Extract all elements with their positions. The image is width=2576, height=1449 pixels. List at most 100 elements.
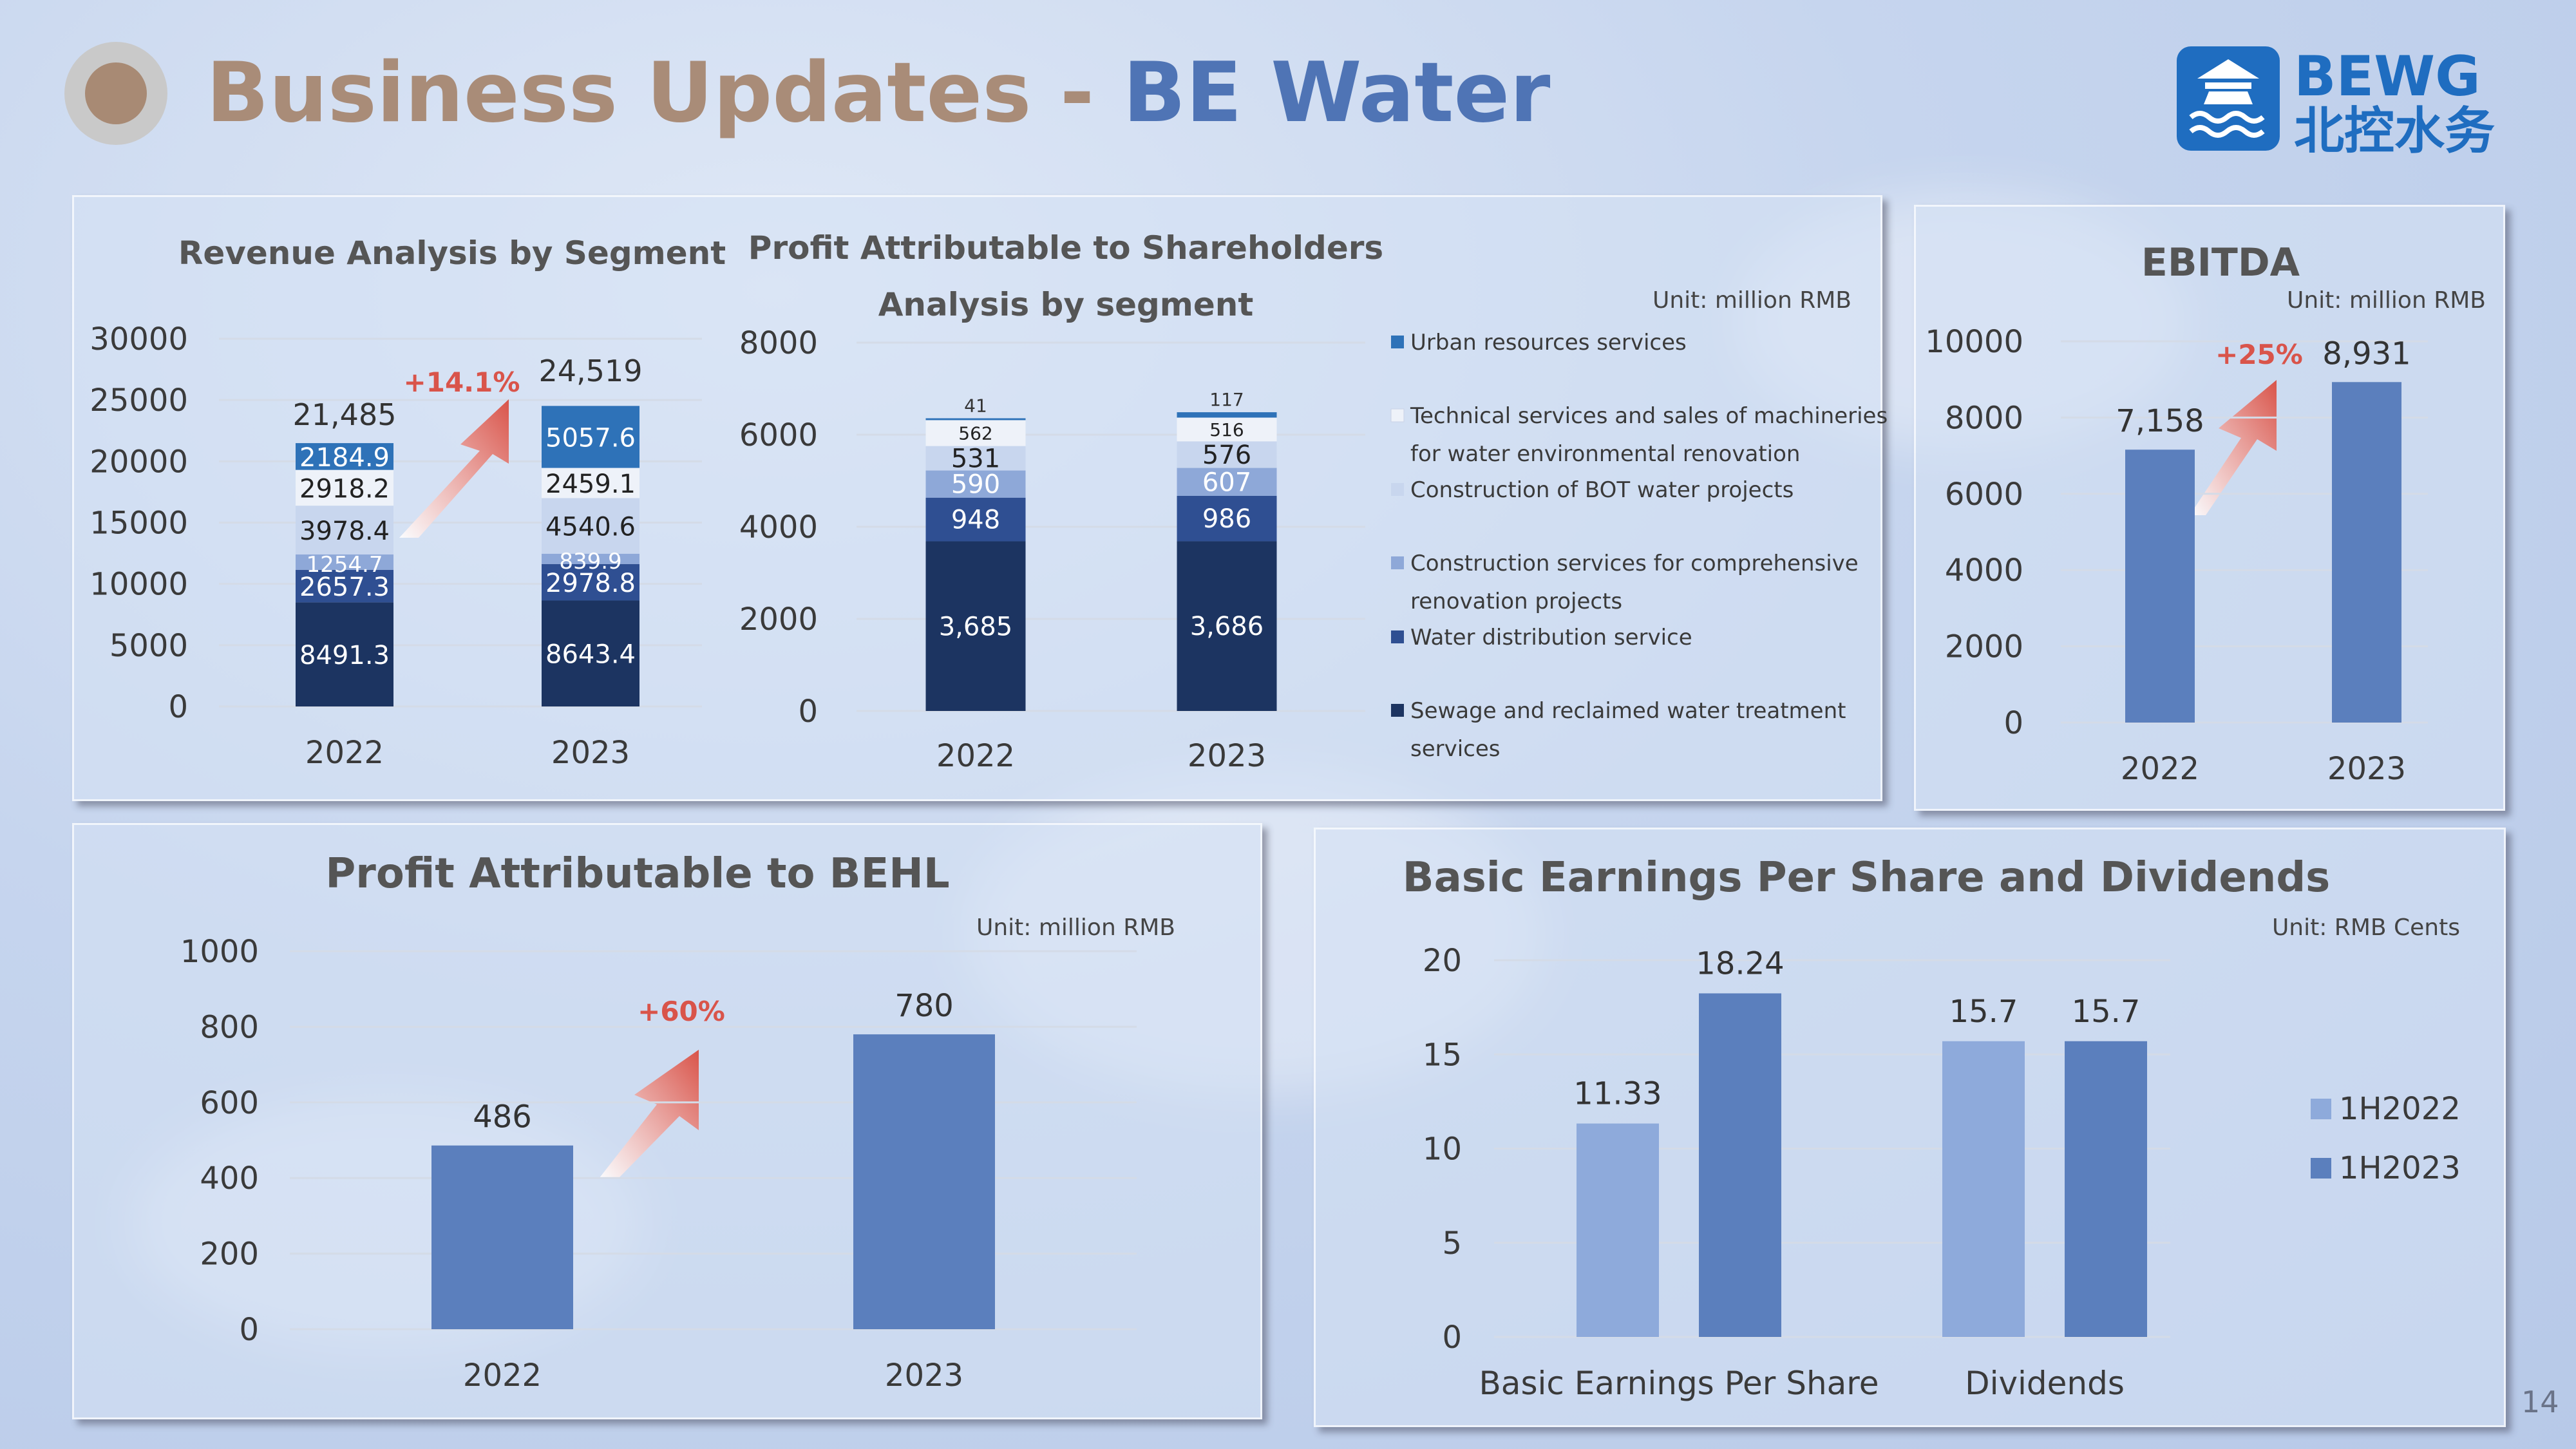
ebitda-data-label: 7,158 xyxy=(2116,403,2204,439)
profit-behl-data-label: 780 xyxy=(895,988,954,1024)
y-tick-label: 4000 xyxy=(1945,553,2023,589)
page-title-separator: - xyxy=(1031,45,1123,141)
profit-segment-data-label: 986 xyxy=(1202,504,1251,534)
x-tick-label: 2023 xyxy=(1188,738,1266,774)
profit-behl-growth-label: +60% xyxy=(638,996,725,1027)
profit-segment-data-label: 3,686 xyxy=(1190,612,1264,641)
ebitda-title: EBITDA xyxy=(2141,240,2300,285)
revenue-data-label: 3978.4 xyxy=(299,516,390,546)
growth-arrow-icon xyxy=(599,1050,699,1179)
revenue-bar-segment xyxy=(542,498,639,554)
revenue-bar-segment xyxy=(542,553,639,564)
revenue-bar-segment xyxy=(542,564,639,601)
y-tick-label: 8000 xyxy=(739,325,818,361)
x-tick-label: 2022 xyxy=(2121,751,2199,787)
panel-eps-dividends xyxy=(1314,828,2506,1427)
page-number: 14 xyxy=(2521,1385,2559,1419)
revenue-total-2022: 21,485 xyxy=(293,397,397,432)
revenue-data-label: 2978.8 xyxy=(545,569,636,598)
revenue-data-label: 2657.3 xyxy=(299,573,390,602)
y-tick-label: 10 xyxy=(1423,1132,1462,1168)
eps-dividends-data-label: 18.24 xyxy=(1696,945,1784,981)
profit-segment-data-label: 607 xyxy=(1202,468,1251,497)
y-tick-label: 30000 xyxy=(90,321,188,357)
profit-segment-bar xyxy=(925,470,1026,498)
y-tick-label: 0 xyxy=(168,689,188,725)
x-tick-label: 2022 xyxy=(936,738,1015,774)
profit-segment-bar xyxy=(1177,541,1277,711)
logo-text-cn: 北控水务 xyxy=(2294,102,2495,155)
ebitda-bar xyxy=(2125,450,2195,723)
eps-dividends-bar xyxy=(1699,993,1781,1337)
revenue-data-label: 8491.3 xyxy=(299,641,390,670)
revenue-bar-segment xyxy=(296,506,393,554)
waves-icon xyxy=(2189,111,2265,124)
profit-segment-bar xyxy=(925,420,1026,446)
x-tick-label: 2022 xyxy=(463,1358,542,1394)
eps-dividends-data-label: 11.33 xyxy=(1573,1076,1662,1112)
revenue-bar-segment xyxy=(542,468,639,498)
growth-arrow-icon xyxy=(2190,380,2277,515)
legend-swatch xyxy=(2311,1158,2331,1179)
revenue-chart: Revenue Analysis by Segment 0 5000 10000 15… xyxy=(90,234,726,771)
profit-segment-data-label: 948 xyxy=(951,506,1000,535)
logo-text-en: BEWG xyxy=(2294,45,2481,109)
revenue-bar-segment xyxy=(296,602,393,706)
y-tick-label: 0 xyxy=(798,694,818,730)
profit-segment-bar xyxy=(925,418,1026,421)
profit-segment-bar xyxy=(1177,495,1277,542)
y-tick-label: 0 xyxy=(1442,1320,1462,1356)
profit-segment-title-line1: Profit Attributable to Shareholders xyxy=(748,229,1383,267)
profit-segment-bar xyxy=(1177,468,1277,496)
y-tick-label: 10000 xyxy=(1925,324,2023,360)
legend-label: Technical services and sales of machiner… xyxy=(1410,403,1888,429)
revenue-data-label: 5057.6 xyxy=(545,423,636,453)
revenue-chart-title: Revenue Analysis by Segment xyxy=(178,234,726,272)
profit-behl-bar xyxy=(431,1145,573,1329)
revenue-bar-segment xyxy=(296,443,393,470)
eps-dividends-bar xyxy=(1577,1123,1659,1337)
x-tick-label: Dividends xyxy=(1965,1365,2125,1402)
profit-segment-title-line2: Analysis by segment xyxy=(878,286,1254,323)
profit-segment-bar xyxy=(925,541,1026,711)
growth-arrow-icon xyxy=(399,399,509,538)
profit-segment-bar xyxy=(1177,412,1277,418)
y-tick-label: 20 xyxy=(1423,943,1462,979)
y-tick-label: 5 xyxy=(1442,1226,1462,1262)
y-tick-label: 600 xyxy=(200,1085,259,1121)
ebitda-data-label: 8,931 xyxy=(2322,336,2410,372)
revenue-data-label: 2918.2 xyxy=(299,474,390,504)
revenue-total-2023: 24,519 xyxy=(539,354,643,388)
y-tick-label: 6000 xyxy=(739,417,818,453)
revenue-data-label: 2184.9 xyxy=(299,443,390,473)
profit-segment-bar xyxy=(1177,417,1277,442)
y-tick-label: 6000 xyxy=(1945,477,2023,513)
eps-dividends-unit: Unit: RMB Cents xyxy=(2272,914,2460,941)
title-bullet-icon xyxy=(64,42,167,145)
revenue-bar-segment xyxy=(296,569,393,603)
profit-behl-title: Profit Attributable to BEHL xyxy=(325,850,949,898)
legend-label: for water environmental renovation xyxy=(1410,441,1800,467)
legend-label: Sewage and reclaimed water treatment xyxy=(1410,698,1846,724)
y-tick-label: 8000 xyxy=(1945,400,2023,436)
legend-swatch xyxy=(1391,483,1404,496)
profit-behl-chart: Profit Attributable to BEHL Unit: millio… xyxy=(180,850,1175,1394)
legend-label: Construction services for comprehensive xyxy=(1410,551,1859,576)
y-tick-label: 200 xyxy=(200,1236,259,1273)
temple-roof-icon xyxy=(2197,59,2259,79)
eps-dividends-chart: Basic Earnings Per Share and Dividends U… xyxy=(1403,854,2461,1402)
legend-swatch xyxy=(1391,556,1404,569)
y-tick-label: 25000 xyxy=(90,383,188,419)
y-tick-label: 0 xyxy=(239,1312,259,1348)
legend-label: Construction of BOT water projects xyxy=(1410,477,1794,503)
y-tick-label: 10000 xyxy=(90,567,188,603)
legend-label: 1H2023 xyxy=(2339,1150,2461,1186)
revenue-bar-segment xyxy=(542,406,639,468)
y-tick-label: 1000 xyxy=(180,934,259,970)
profit-segment-data-label: 590 xyxy=(951,470,1000,500)
y-tick-label: 15 xyxy=(1423,1037,1462,1073)
y-tick-label: 20000 xyxy=(90,444,188,480)
y-tick-label: 4000 xyxy=(739,509,818,545)
profit-segment-bar xyxy=(1177,441,1277,468)
